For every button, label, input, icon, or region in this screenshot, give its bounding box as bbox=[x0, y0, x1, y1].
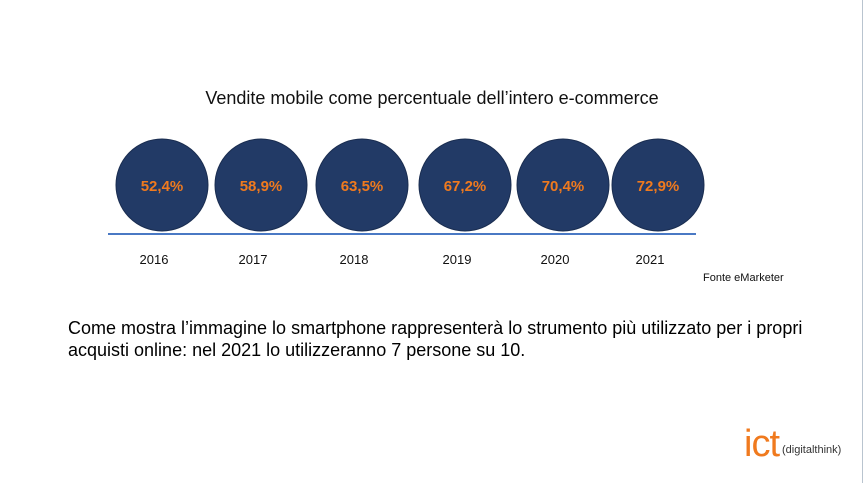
bubble-2017 bbox=[214, 138, 308, 232]
source-note: Fonte eMarketer bbox=[703, 272, 784, 284]
value-label-2018: 63,5% bbox=[341, 178, 384, 195]
year-label-2020: 2020 bbox=[541, 252, 570, 267]
year-label-2016: 2016 bbox=[140, 252, 169, 267]
bubble-2018 bbox=[315, 138, 409, 232]
slide-border bbox=[862, 0, 863, 483]
bubble-2016 bbox=[115, 138, 209, 232]
bubble-2020 bbox=[516, 138, 610, 232]
bubble-2019 bbox=[418, 138, 512, 232]
value-label-2021: 72,9% bbox=[637, 178, 680, 195]
value-label-2017: 58,9% bbox=[240, 178, 283, 195]
logo-tagline: (digitalthink) bbox=[782, 444, 842, 456]
logo-mark: ict bbox=[744, 423, 780, 465]
bubble-2021 bbox=[611, 138, 705, 232]
value-label-2019: 67,2% bbox=[444, 178, 487, 195]
bubble-chart: 52,4% 2016 58,9% 2017 63,5% 2018 67,2% 2019 70,4… bbox=[108, 138, 705, 267]
chart-title: Vendite mobile come percentuale dell’int… bbox=[205, 88, 659, 108]
value-label-2016: 52,4% bbox=[141, 178, 184, 195]
caption-text: Come mostra l’immagine lo smartphone rap… bbox=[68, 318, 803, 360]
ict-logo: ict (digitalthink) bbox=[744, 423, 842, 465]
year-label-2018: 2018 bbox=[340, 252, 369, 267]
year-label-2021: 2021 bbox=[636, 252, 665, 267]
year-label-2019: 2019 bbox=[443, 252, 472, 267]
year-label-2017: 2017 bbox=[239, 252, 268, 267]
value-label-2020: 70,4% bbox=[542, 178, 585, 195]
